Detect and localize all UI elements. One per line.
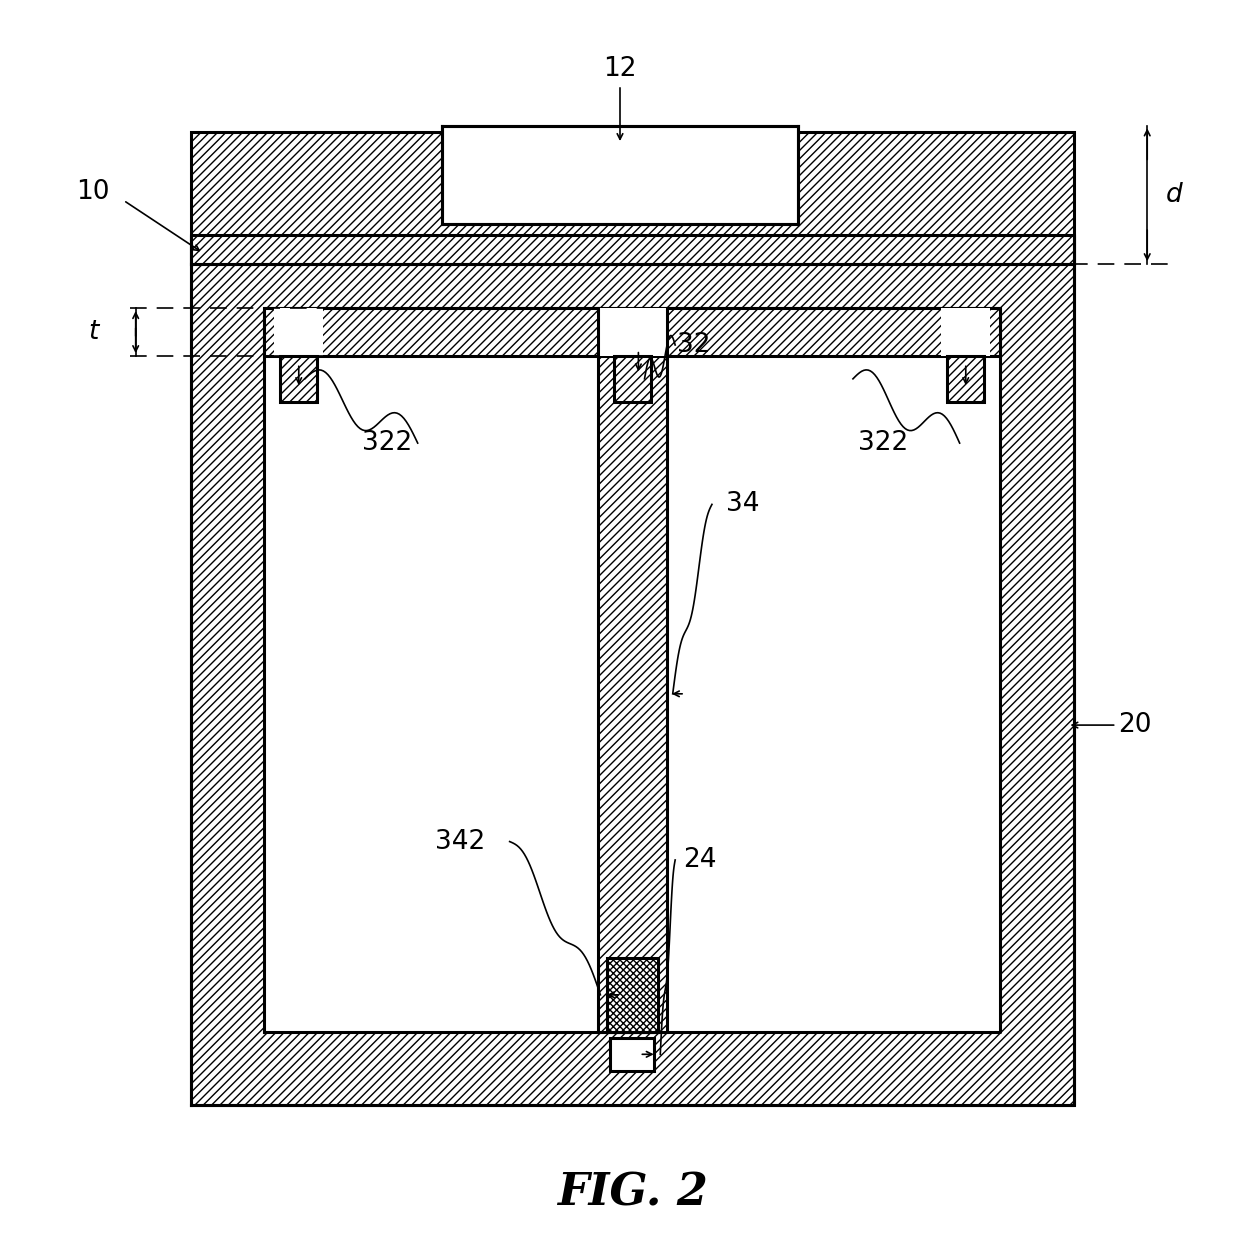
Bar	[610, 1038, 655, 1071]
Text: 34: 34	[725, 492, 759, 518]
Text: 322: 322	[362, 430, 412, 456]
Bar	[947, 356, 985, 401]
Text: 32: 32	[677, 332, 711, 357]
Bar	[598, 356, 667, 1032]
Bar	[274, 308, 324, 356]
Bar	[606, 958, 658, 1032]
Text: d: d	[1166, 182, 1183, 208]
Text: 10: 10	[76, 179, 109, 204]
Text: 12: 12	[603, 56, 637, 82]
Text: 20: 20	[1118, 712, 1152, 739]
Bar	[264, 308, 1001, 1032]
Bar	[443, 125, 797, 223]
Bar	[264, 308, 1001, 356]
Text: 322: 322	[858, 430, 909, 456]
Bar	[191, 234, 1074, 1105]
Text: FIG. 2: FIG. 2	[557, 1172, 708, 1215]
Text: 342: 342	[435, 829, 486, 854]
Text: 24: 24	[683, 846, 717, 873]
Bar	[614, 356, 651, 401]
Bar	[191, 132, 1074, 265]
Bar	[280, 356, 317, 401]
Text: t: t	[88, 319, 99, 345]
Bar	[941, 308, 991, 356]
Bar	[598, 308, 667, 356]
